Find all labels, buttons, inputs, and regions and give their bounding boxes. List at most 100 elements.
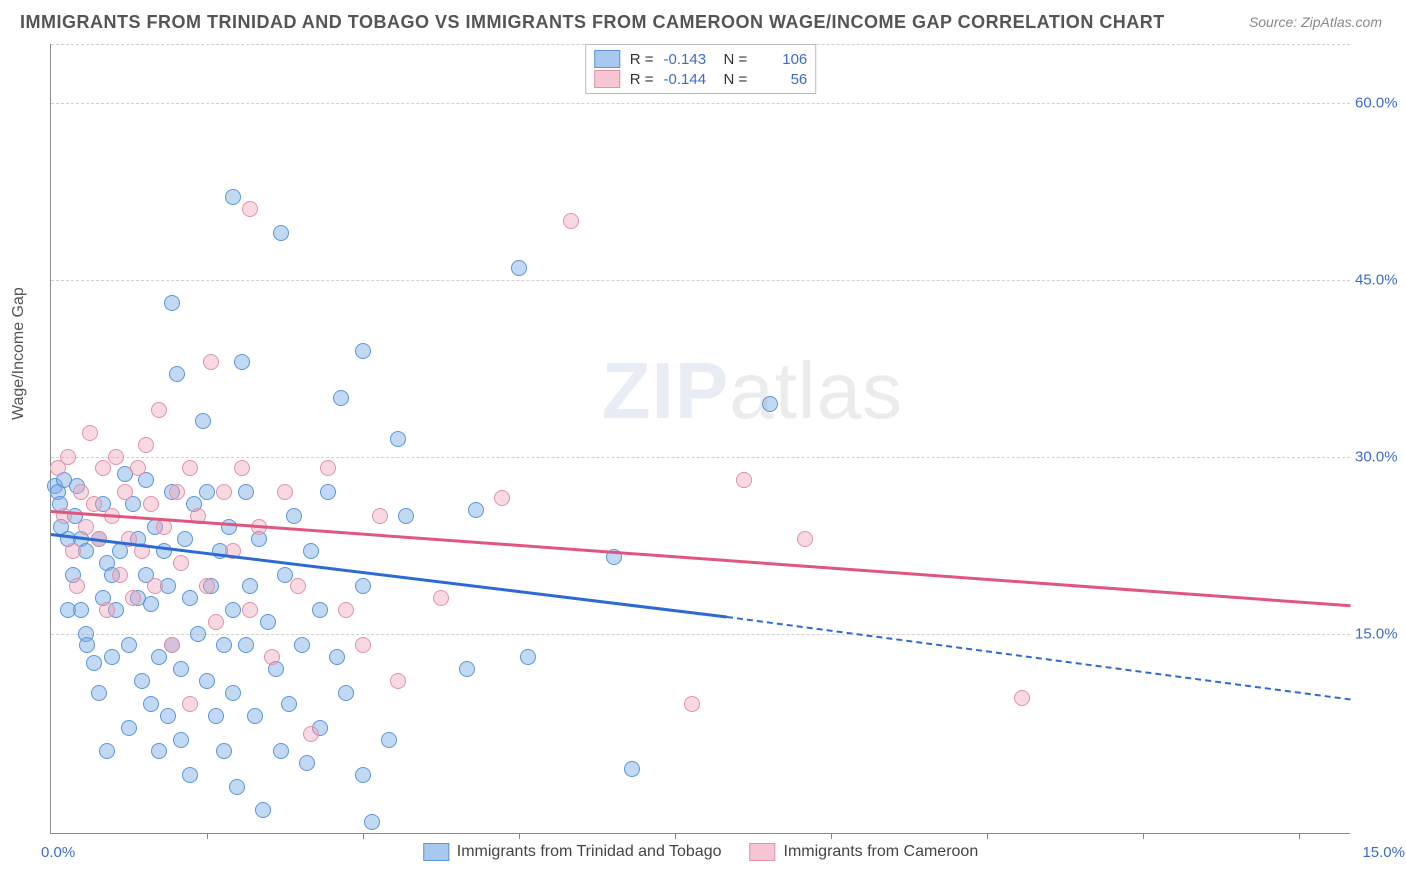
scatter-point (208, 614, 224, 630)
scatter-point (238, 484, 254, 500)
scatter-point (143, 596, 159, 612)
legend-swatch (750, 843, 776, 861)
plot-area: ZIPatlas R =-0.143N =106R =-0.144N =56 0… (50, 44, 1350, 834)
scatter-point (225, 189, 241, 205)
scatter-point (173, 555, 189, 571)
x-tick (831, 833, 832, 839)
scatter-point (273, 225, 289, 241)
scatter-point (355, 637, 371, 653)
scatter-point (624, 761, 640, 777)
legend-row: R =-0.144N =56 (594, 69, 808, 89)
scatter-point (364, 814, 380, 830)
scatter-point (108, 449, 124, 465)
scatter-point (398, 508, 414, 524)
scatter-point (225, 602, 241, 618)
x-tick (519, 833, 520, 839)
trend-line-extrapolated (727, 616, 1351, 701)
scatter-point (99, 602, 115, 618)
scatter-point (182, 460, 198, 476)
scatter-point (182, 767, 198, 783)
scatter-point (216, 743, 232, 759)
legend-item: Immigrants from Trinidad and Tobago (423, 843, 722, 861)
scatter-point (320, 484, 336, 500)
scatter-point (242, 578, 258, 594)
scatter-point (91, 685, 107, 701)
scatter-point (60, 449, 76, 465)
scatter-point (520, 649, 536, 665)
scatter-point (290, 578, 306, 594)
gridline-h (51, 457, 1350, 458)
scatter-point (1014, 690, 1030, 706)
scatter-point (242, 201, 258, 217)
scatter-point (190, 626, 206, 642)
scatter-point (164, 637, 180, 653)
scatter-point (797, 531, 813, 547)
scatter-point (147, 578, 163, 594)
scatter-point (381, 732, 397, 748)
x-tick (207, 833, 208, 839)
stat-r-value: -0.144 (664, 71, 714, 88)
watermark: ZIPatlas (602, 345, 903, 437)
scatter-point (264, 649, 280, 665)
source-attribution: Source: ZipAtlas.com (1249, 14, 1382, 30)
gridline-h (51, 634, 1350, 635)
scatter-point (169, 366, 185, 382)
scatter-point (390, 673, 406, 689)
scatter-point (117, 484, 133, 500)
scatter-point (273, 743, 289, 759)
correlation-legend: R =-0.143N =106R =-0.144N =56 (585, 44, 817, 94)
scatter-point (164, 295, 180, 311)
scatter-point (277, 567, 293, 583)
scatter-point (169, 484, 185, 500)
scatter-point (99, 743, 115, 759)
scatter-point (130, 460, 146, 476)
gridline-h (51, 280, 1350, 281)
scatter-point (247, 708, 263, 724)
gridline-h (51, 103, 1350, 104)
legend-row: R =-0.143N =106 (594, 49, 808, 69)
scatter-point (82, 425, 98, 441)
scatter-point (468, 502, 484, 518)
scatter-point (736, 472, 752, 488)
scatter-point (125, 590, 141, 606)
watermark-bold: ZIP (602, 346, 729, 435)
scatter-point (199, 673, 215, 689)
y-tick-label: 60.0% (1355, 94, 1406, 111)
scatter-point (199, 578, 215, 594)
stat-n-value: 106 (757, 51, 807, 68)
scatter-point (494, 490, 510, 506)
y-tick-label: 15.0% (1355, 625, 1406, 642)
scatter-point (216, 637, 232, 653)
x-tick (363, 833, 364, 839)
scatter-point (329, 649, 345, 665)
scatter-point (143, 496, 159, 512)
scatter-point (151, 402, 167, 418)
scatter-point (173, 661, 189, 677)
scatter-point (294, 637, 310, 653)
scatter-point (242, 602, 258, 618)
scatter-point (156, 519, 172, 535)
x-tick (1143, 833, 1144, 839)
scatter-point (277, 484, 293, 500)
scatter-point (182, 696, 198, 712)
scatter-point (299, 755, 315, 771)
stat-n-value: 56 (757, 71, 807, 88)
scatter-point (238, 637, 254, 653)
scatter-point (78, 519, 94, 535)
scatter-point (433, 590, 449, 606)
stat-n-label: N = (724, 51, 748, 68)
legend-label: Immigrants from Cameroon (784, 843, 979, 861)
scatter-point (303, 543, 319, 559)
scatter-point (372, 508, 388, 524)
scatter-point (684, 696, 700, 712)
scatter-point (177, 531, 193, 547)
scatter-point (73, 602, 89, 618)
scatter-point (134, 673, 150, 689)
scatter-point (234, 460, 250, 476)
scatter-point (121, 637, 137, 653)
scatter-point (225, 685, 241, 701)
scatter-point (338, 602, 354, 618)
watermark-thin: atlas (729, 346, 903, 435)
stat-r-label: R = (630, 71, 654, 88)
scatter-point (355, 767, 371, 783)
